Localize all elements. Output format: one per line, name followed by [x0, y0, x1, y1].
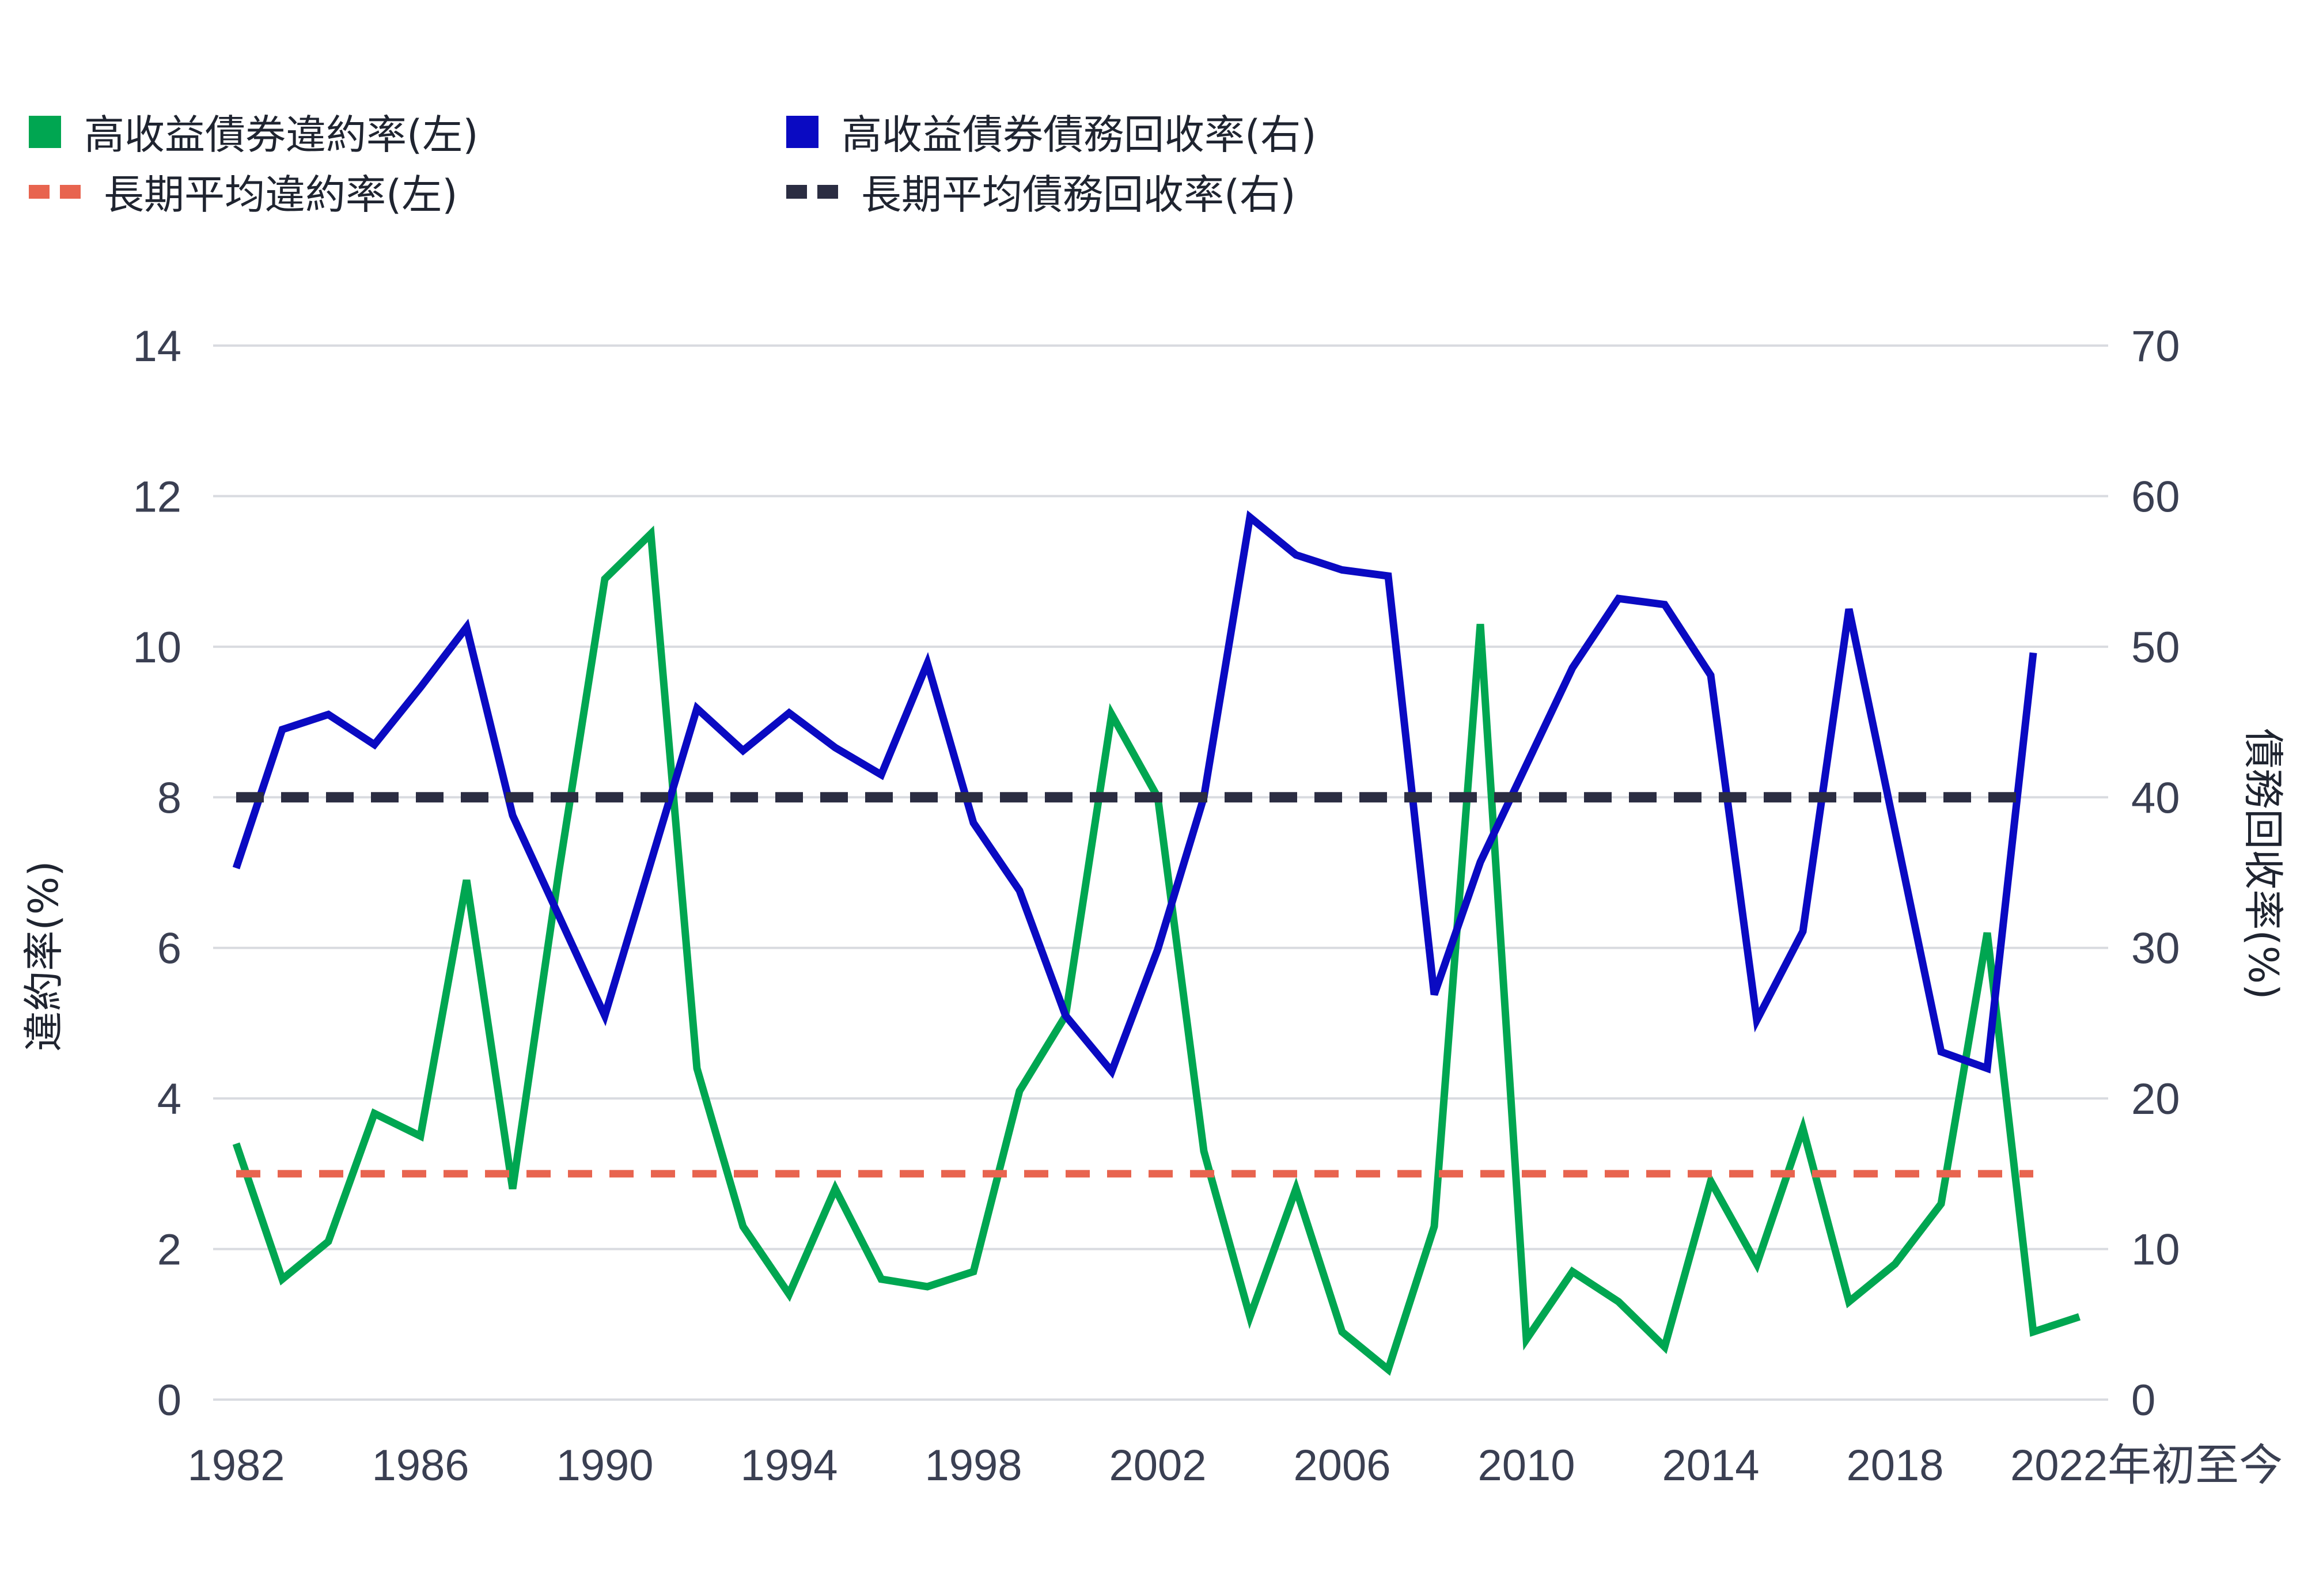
- left-tick-label: 8: [157, 774, 181, 822]
- x-tick-label: 1990: [556, 1441, 653, 1490]
- right-tick-label: 70: [2131, 322, 2180, 371]
- x-tick-label: 2002: [1109, 1441, 1206, 1490]
- left-tick-label: 4: [157, 1075, 181, 1124]
- left-tick-label: 2: [157, 1226, 181, 1275]
- right-axis-title: 債務回收率(%): [2239, 728, 2287, 999]
- x-tick-label: 2006: [1293, 1441, 1390, 1490]
- legend-label-default-rate: 高收益債券違約率(左): [84, 111, 479, 158]
- right-tick-label: 20: [2131, 1075, 2180, 1124]
- right-tick-label: 30: [2131, 924, 2180, 973]
- left-tick-label: 0: [157, 1376, 181, 1425]
- left-tick-label: 14: [132, 322, 181, 371]
- x-tick-label: 1986: [372, 1441, 469, 1490]
- x-tick-label: 2018: [1846, 1441, 1943, 1490]
- legend-label-recovery-rate: 高收益債券債務回收率(右): [842, 111, 1317, 158]
- recovery-rate-line: [232, 510, 2037, 1079]
- right-axis-ticks: 0 10 20 30 40 50 60 70: [2131, 322, 2180, 1425]
- right-tick-label: 0: [2131, 1376, 2155, 1425]
- legend-swatch-avg-default-rate: [29, 184, 81, 199]
- x-axis-ticks: 1982 1986 1990 1994 1998 2002 2006 2010 2014 2018…: [187, 1441, 2283, 1490]
- legend-item-recovery-rate: 高收益債券債務回收率(右): [786, 103, 1317, 161]
- legend-item-avg-recovery-rate: 長期平均債務回收率(右): [786, 162, 1296, 221]
- legend-label-avg-recovery-rate: 長期平均債務回收率(右): [861, 171, 1296, 218]
- legend-label-avg-default-rate: 長期平均違約率(左): [104, 171, 458, 218]
- left-axis-ticks: 0 2 4 6 8 10 12 14: [132, 322, 181, 1425]
- right-tick-label: 10: [2131, 1226, 2180, 1275]
- left-tick-label: 6: [157, 924, 181, 973]
- gridlines: [213, 344, 2108, 1401]
- legend-item-avg-default-rate: 長期平均違約率(左): [29, 162, 458, 221]
- x-tick-label: 1994: [740, 1441, 838, 1490]
- x-tick-label: 2022年初至今: [2010, 1441, 2283, 1490]
- x-tick-label: 2010: [1477, 1441, 1575, 1490]
- right-tick-label: 60: [2131, 472, 2180, 521]
- legend-swatch-default-rate: [29, 115, 61, 148]
- legend-swatch-recovery-rate: [786, 115, 818, 148]
- x-tick-label: 1982: [187, 1441, 285, 1490]
- right-tick-label: 50: [2131, 623, 2180, 672]
- x-tick-label: 1998: [924, 1441, 1022, 1490]
- x-tick-label: 2014: [1662, 1441, 1759, 1490]
- legend-swatch-avg-recovery-rate: [786, 184, 838, 199]
- left-tick-label: 12: [132, 472, 181, 521]
- right-tick-label: 40: [2131, 774, 2180, 822]
- left-tick-label: 10: [132, 623, 181, 672]
- series-layer: [232, 510, 2081, 1376]
- legend-item-default-rate: 高收益債券違約率(左): [29, 103, 479, 161]
- left-axis-title: 違約率(%): [20, 860, 67, 1051]
